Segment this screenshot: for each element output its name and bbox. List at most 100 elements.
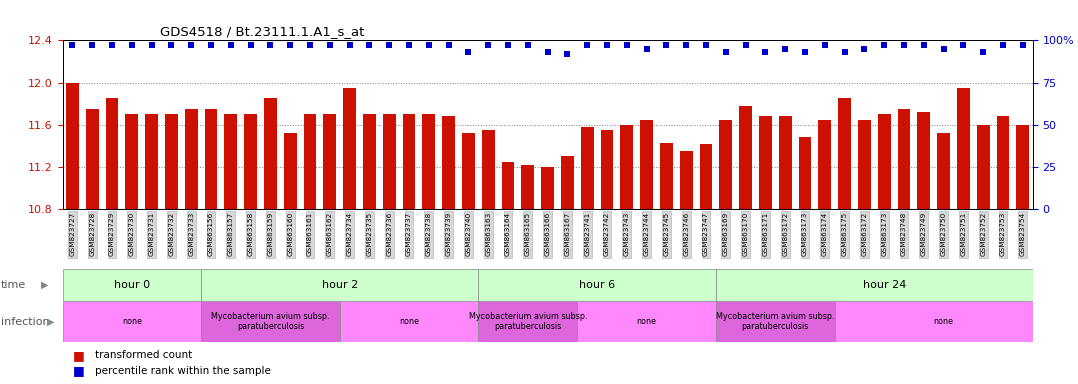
Bar — [640, 119, 653, 209]
Bar — [402, 114, 415, 209]
Point — [598, 42, 616, 48]
Bar — [479, 269, 716, 301]
Bar — [264, 98, 277, 209]
Bar — [184, 109, 197, 209]
Bar — [479, 301, 578, 342]
Point — [579, 42, 596, 48]
Text: ■: ■ — [73, 349, 85, 362]
Bar — [680, 151, 693, 209]
Point — [520, 42, 537, 48]
Point — [717, 49, 734, 55]
Point — [658, 42, 675, 48]
Bar — [125, 114, 138, 209]
Point — [163, 42, 180, 48]
Bar — [1017, 125, 1029, 209]
Point — [281, 42, 299, 48]
Bar — [620, 125, 633, 209]
Bar — [834, 301, 1052, 342]
Point — [499, 42, 516, 48]
Bar — [917, 112, 930, 209]
Point — [856, 46, 873, 52]
Bar — [716, 301, 834, 342]
Point — [558, 51, 576, 57]
Bar — [501, 162, 514, 209]
Text: Mycobacterium avium subsp.
paratuberculosis: Mycobacterium avium subsp. paratuberculo… — [469, 312, 588, 331]
Point — [697, 42, 715, 48]
Point — [103, 42, 121, 48]
Text: Mycobacterium avium subsp.
paratuberculosis: Mycobacterium avium subsp. paratuberculo… — [716, 312, 834, 331]
Bar — [205, 109, 218, 209]
Bar — [423, 114, 436, 209]
Point — [182, 42, 199, 48]
Text: hour 6: hour 6 — [579, 280, 616, 290]
Text: GDS4518 / Bt.23111.1.A1_s_at: GDS4518 / Bt.23111.1.A1_s_at — [160, 25, 364, 38]
Point — [618, 42, 635, 48]
Bar — [600, 130, 613, 209]
Point — [400, 42, 417, 48]
Point — [143, 42, 161, 48]
Point — [915, 42, 932, 48]
Bar — [245, 114, 257, 209]
Point — [816, 42, 833, 48]
Text: transformed count: transformed count — [95, 350, 192, 360]
Bar — [957, 88, 970, 209]
Text: hour 24: hour 24 — [862, 280, 906, 290]
Bar — [63, 269, 202, 301]
Text: hour 2: hour 2 — [321, 280, 358, 290]
Bar — [462, 133, 474, 209]
Bar — [996, 116, 1009, 209]
Point — [64, 42, 81, 48]
Text: ▶: ▶ — [41, 280, 49, 290]
Point — [955, 42, 972, 48]
Bar — [660, 143, 673, 209]
Bar — [937, 133, 950, 209]
Bar — [898, 109, 911, 209]
Bar — [719, 119, 732, 209]
Point — [935, 46, 952, 52]
Point — [222, 42, 239, 48]
Point — [302, 42, 319, 48]
Bar — [977, 125, 990, 209]
Bar — [778, 116, 791, 209]
Bar — [581, 127, 594, 209]
Bar — [284, 133, 296, 209]
Point — [737, 42, 755, 48]
Text: none: none — [934, 317, 954, 326]
Point — [1014, 42, 1032, 48]
Bar — [716, 269, 1052, 301]
Bar — [700, 144, 713, 209]
Bar — [86, 109, 99, 209]
Text: infection: infection — [1, 316, 50, 327]
Text: none: none — [637, 317, 657, 326]
Point — [203, 42, 220, 48]
Text: none: none — [122, 317, 142, 326]
Point — [678, 42, 695, 48]
Bar — [146, 114, 158, 209]
Bar — [63, 301, 202, 342]
Text: hour 0: hour 0 — [114, 280, 150, 290]
Text: ▶: ▶ — [47, 316, 55, 327]
Bar — [818, 119, 831, 209]
Bar — [442, 116, 455, 209]
Bar — [343, 88, 356, 209]
Point — [480, 42, 497, 48]
Point — [994, 42, 1011, 48]
Bar — [877, 114, 890, 209]
Bar — [522, 165, 535, 209]
Point — [262, 42, 279, 48]
Text: percentile rank within the sample: percentile rank within the sample — [95, 366, 271, 376]
Point — [361, 42, 378, 48]
Point — [797, 49, 814, 55]
Bar — [740, 106, 752, 209]
Point — [776, 46, 793, 52]
Bar — [839, 98, 851, 209]
Point — [975, 49, 992, 55]
Bar — [383, 114, 396, 209]
Point — [381, 42, 398, 48]
Bar — [363, 114, 376, 209]
Bar — [482, 130, 495, 209]
Bar — [202, 269, 479, 301]
Bar — [561, 157, 573, 209]
Point — [123, 42, 140, 48]
Bar — [340, 301, 479, 342]
